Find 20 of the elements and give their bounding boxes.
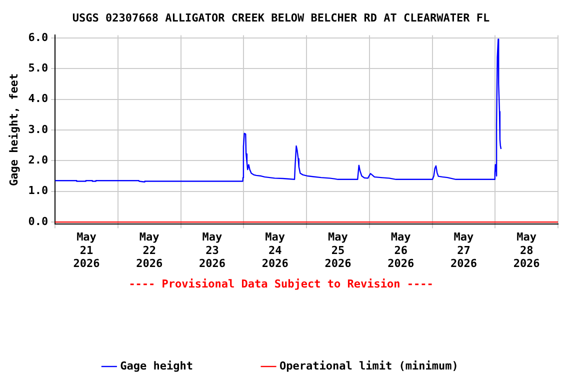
x-tick-label: May 27 2026: [450, 230, 478, 270]
y-tick-label: 3.0: [28, 122, 48, 136]
y-tick-label: 0.0: [28, 214, 48, 228]
y-tick-label: 1.0: [28, 184, 48, 198]
x-tick-label: May 22 2026: [136, 230, 163, 270]
y-tick-label: 2.0: [28, 154, 48, 167]
y-tick-label: 4.0: [28, 92, 48, 106]
x-tick-label: May 23 2026: [198, 230, 226, 270]
x-tick-label: May 26 2026: [388, 230, 414, 270]
legend-label: Gage height: [120, 359, 194, 372]
x-tick-label: May 28 2026: [513, 230, 540, 270]
x-tick-label: May 24 2026: [262, 230, 289, 270]
y-tick-label: 6.0: [28, 30, 48, 44]
x-tick-label: May 21 2026: [73, 230, 100, 270]
legend-label: Operational limit (minimum): [280, 359, 458, 372]
text: ---- Provisional Data Subject to Revision ----: [128, 277, 434, 290]
y-axis-title: Gage height, feet: [7, 73, 20, 186]
chart-title: USGS 02307668 ALLIGATOR CREEK BELOW BELCHER RD AT CLEARWATER FL: [72, 11, 490, 24]
y-tick-label: 5.0: [28, 62, 48, 75]
x-tick-label: May 25 2026: [324, 230, 352, 270]
